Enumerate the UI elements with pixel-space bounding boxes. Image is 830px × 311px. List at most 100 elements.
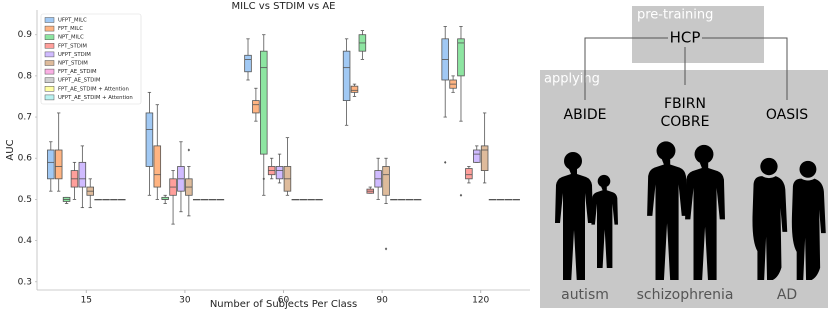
x-tick-label: 60: [278, 296, 290, 306]
box: [54, 112, 63, 192]
outlier: [384, 247, 388, 251]
box: [291, 199, 300, 201]
box: [390, 199, 398, 201]
outlier: [459, 193, 463, 197]
legend-swatch: [44, 68, 55, 75]
box: [118, 199, 126, 201]
target-label: FBIRN: [664, 96, 706, 112]
box: [185, 148, 193, 217]
box: [441, 26, 449, 164]
legend-label: FPT_MILC: [58, 26, 83, 32]
y-axis-label: AUC: [5, 139, 16, 160]
y-tick-label: 0.9: [18, 30, 33, 40]
box-body: [480, 145, 489, 171]
box-body: [47, 149, 55, 180]
box-body: [145, 112, 154, 167]
box: [216, 199, 225, 201]
legend-label: NPT_STDIM: [58, 61, 88, 67]
pretraining-box: [632, 6, 764, 63]
legend-label: FPT_AE_STDIM: [58, 69, 97, 75]
connectors: [584, 37, 788, 100]
disorder-label: schizophrenia: [637, 287, 734, 303]
box: [480, 112, 489, 184]
box-body: [244, 54, 252, 73]
box-body: [465, 168, 473, 180]
legend-swatch: [44, 25, 55, 32]
box: [161, 194, 169, 204]
outlier: [444, 160, 447, 164]
box-body: [54, 149, 63, 180]
box: [153, 104, 162, 200]
legend-swatch: [44, 94, 55, 101]
box: [78, 145, 87, 209]
box: [145, 91, 154, 196]
legend-label: UFPT_AE_STDIM: [58, 78, 101, 84]
box: [382, 157, 390, 251]
box-body: [275, 166, 284, 180]
box-body: [457, 38, 465, 77]
legend-label: FPT_STDIM: [58, 43, 87, 49]
x-tick-label: 120: [472, 296, 489, 306]
legend-box: [40, 13, 142, 105]
box: [398, 199, 406, 201]
box-body: [153, 145, 162, 188]
box-body: [350, 85, 359, 93]
x-tick-label: 30: [179, 296, 191, 306]
box: [315, 199, 323, 201]
box: [169, 170, 177, 225]
box: [457, 26, 465, 197]
target-label: COBRE: [661, 114, 710, 130]
box: [465, 166, 473, 184]
box: [350, 83, 359, 97]
box-body: [260, 50, 268, 155]
box: [70, 161, 79, 200]
legend-swatch: [44, 51, 55, 58]
box-body: [382, 166, 390, 196]
box: [299, 199, 307, 201]
legend-swatch: [44, 43, 55, 49]
box: [307, 199, 315, 201]
applying-label: applying: [544, 72, 600, 87]
legend-label: FPT_AE_STDIM + Attention: [58, 86, 129, 92]
connector-lines: [584, 37, 788, 100]
legend-swatch: [44, 77, 55, 83]
chart-title: MILC vs STDIM vs AE: [232, 1, 336, 12]
legend-label: UFPT_MILC: [58, 18, 87, 24]
box: [496, 199, 505, 201]
box: [473, 145, 481, 163]
legend-label: UFPT_AE_STDIM + Attention: [58, 95, 133, 101]
disorder-label: autism: [561, 287, 609, 303]
y-tick-label: 0.6: [18, 154, 33, 164]
box: [177, 141, 185, 213]
legend-swatch: [44, 17, 55, 23]
y-tick-label: 0.7: [18, 113, 32, 123]
box-body: [342, 50, 351, 101]
legend-label: UFPT_STDIM: [58, 52, 91, 58]
target-label: OASIS: [766, 107, 808, 123]
y-tick-label: 0.8: [18, 71, 33, 81]
box: [47, 141, 55, 192]
y-tick-label: 0.5: [18, 195, 32, 205]
box: [488, 199, 497, 201]
outlier: [262, 177, 265, 181]
box: [358, 30, 367, 60]
box: [405, 199, 414, 201]
disorder-label: AD: [777, 287, 797, 303]
box: [267, 157, 276, 180]
x-tick-label: 15: [81, 296, 92, 306]
pretraining-label: pre-training: [637, 8, 713, 23]
y-tick-label: 0.3: [18, 277, 32, 287]
x-tick-label: 90: [376, 296, 388, 306]
box: [192, 199, 201, 201]
box: [86, 178, 94, 209]
box: [275, 153, 284, 184]
hub-label: HCP: [670, 29, 701, 47]
legend-swatch: [44, 34, 55, 40]
box: [366, 186, 375, 194]
box: [413, 199, 422, 201]
box: [208, 199, 217, 201]
box: [512, 199, 520, 201]
y-tick-label: 0.4: [18, 236, 33, 246]
box-body: [252, 100, 260, 114]
